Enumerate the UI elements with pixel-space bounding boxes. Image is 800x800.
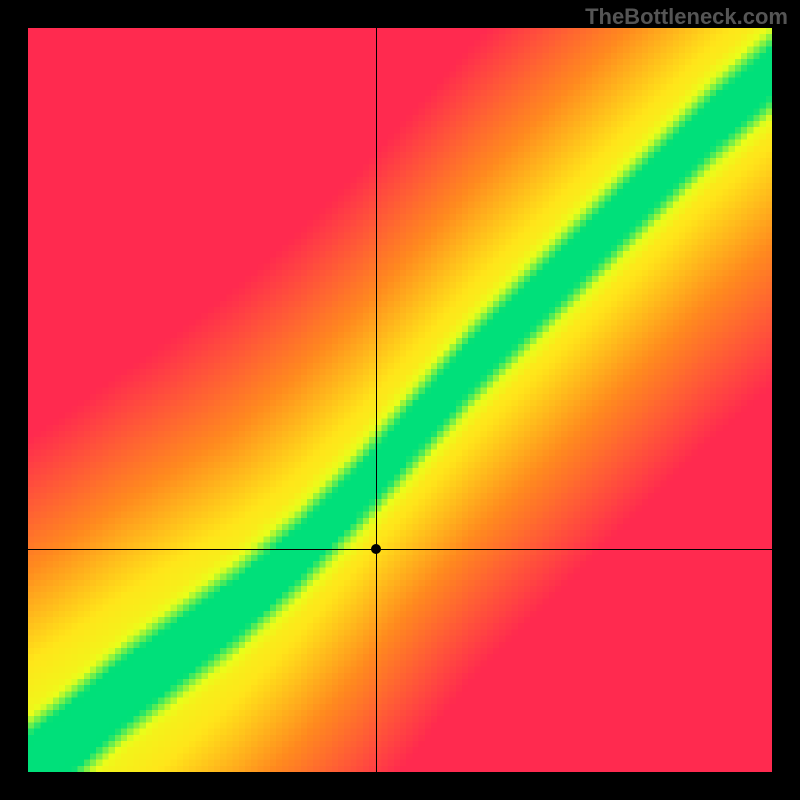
heatmap-canvas [28,28,772,772]
bottleneck-chart: TheBottleneck.com [0,0,800,800]
marker-dot [371,544,381,554]
crosshair-horizontal [28,549,772,550]
plot-area [28,28,772,772]
watermark-text: TheBottleneck.com [585,4,788,30]
crosshair-vertical [376,28,377,772]
